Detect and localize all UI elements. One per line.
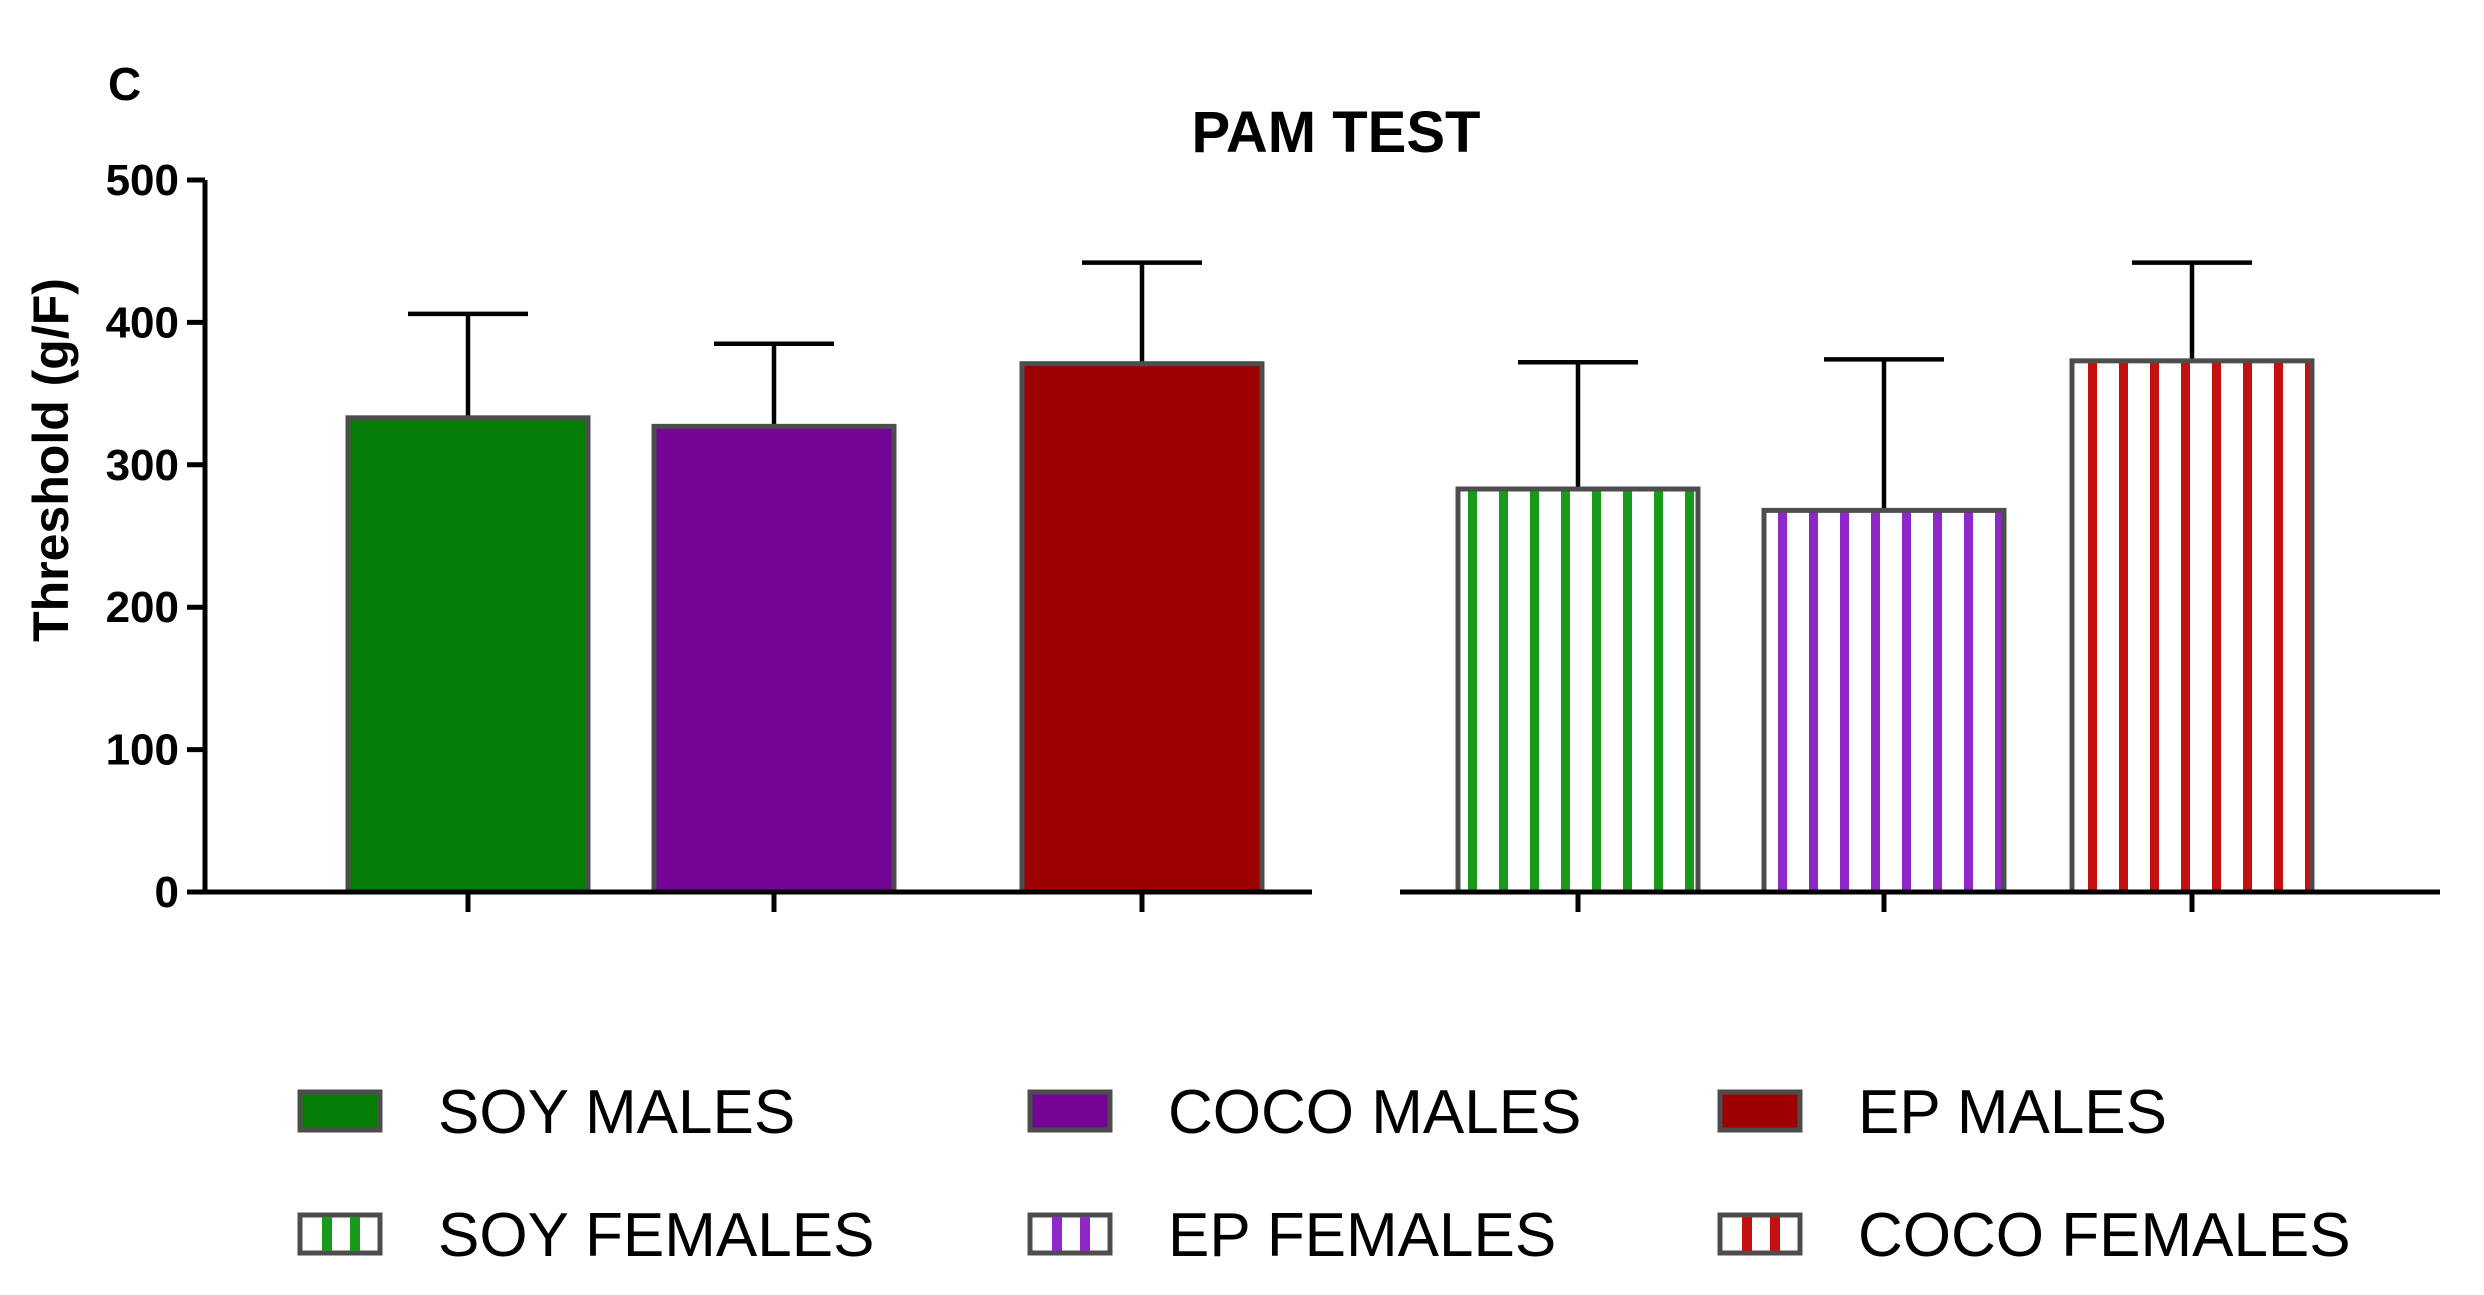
error-bar: [1082, 260, 1202, 364]
y-tick-label: 100: [106, 726, 179, 775]
y-tick-label: 0: [155, 868, 179, 917]
x-axes: [196, 889, 2440, 912]
y-tick-label: 200: [106, 583, 179, 632]
legend-item-soy-males: SOY MALES: [297, 1078, 795, 1147]
bar-coco-males: [651, 341, 897, 895]
legend-label: SOY MALES: [438, 1078, 795, 1147]
panel-label: C: [108, 58, 141, 110]
bar-soy-females: [1455, 360, 1701, 895]
error-bar: [714, 341, 834, 427]
legend-item-coco-females: COCO FEMALES: [1717, 1201, 2351, 1270]
bar-rect: [1019, 361, 1265, 895]
legend-swatch: [297, 1089, 383, 1133]
bar-soy-males: [345, 311, 591, 895]
chart-title: PAM TEST: [1192, 100, 1481, 165]
legend-label: EP MALES: [1858, 1078, 2167, 1147]
bar-rect: [2069, 358, 2315, 895]
legend-swatch: [297, 1212, 383, 1256]
bars: [345, 260, 2315, 895]
error-bar: [1824, 357, 1944, 511]
bar-rect: [1761, 507, 2007, 895]
legend-swatch: [1717, 1089, 1803, 1133]
bar-ep-females: [1761, 357, 2007, 895]
y-axis-label: Threshold (g/F): [23, 278, 79, 642]
y-tick-label: 400: [106, 298, 179, 347]
legend-swatch: [1717, 1212, 1803, 1256]
legend-item-soy-females: SOY FEMALES: [297, 1201, 874, 1270]
bar-rect: [651, 423, 897, 895]
error-bar: [408, 311, 528, 418]
bar-ep-males: [1019, 260, 1265, 895]
legend-swatch: [1027, 1089, 1113, 1133]
y-axis: 0 100 200 300 400 500: [106, 156, 208, 917]
legend-item-ep-females: EP FEMALES: [1027, 1201, 1556, 1270]
y-tick-label: 300: [106, 441, 179, 490]
legend-label: EP FEMALES: [1168, 1201, 1556, 1270]
legend-item-coco-males: COCO MALES: [1027, 1078, 1581, 1147]
bar-rect: [345, 415, 591, 895]
legend-label: COCO MALES: [1168, 1078, 1581, 1147]
legend-item-ep-males: EP MALES: [1717, 1078, 2167, 1147]
error-bar: [1518, 360, 1638, 490]
legend-label: SOY FEMALES: [438, 1201, 874, 1270]
bar-coco-females: [2069, 260, 2315, 895]
legend-swatch: [1027, 1212, 1113, 1256]
bar-rect: [1455, 486, 1701, 895]
legend: SOY MALES COCO MALES EP MALES SOY FEMALES EP…: [297, 1078, 2351, 1270]
legend-label: COCO FEMALES: [1858, 1201, 2351, 1270]
y-tick-label: 500: [106, 156, 179, 205]
error-bar: [2132, 260, 2252, 361]
